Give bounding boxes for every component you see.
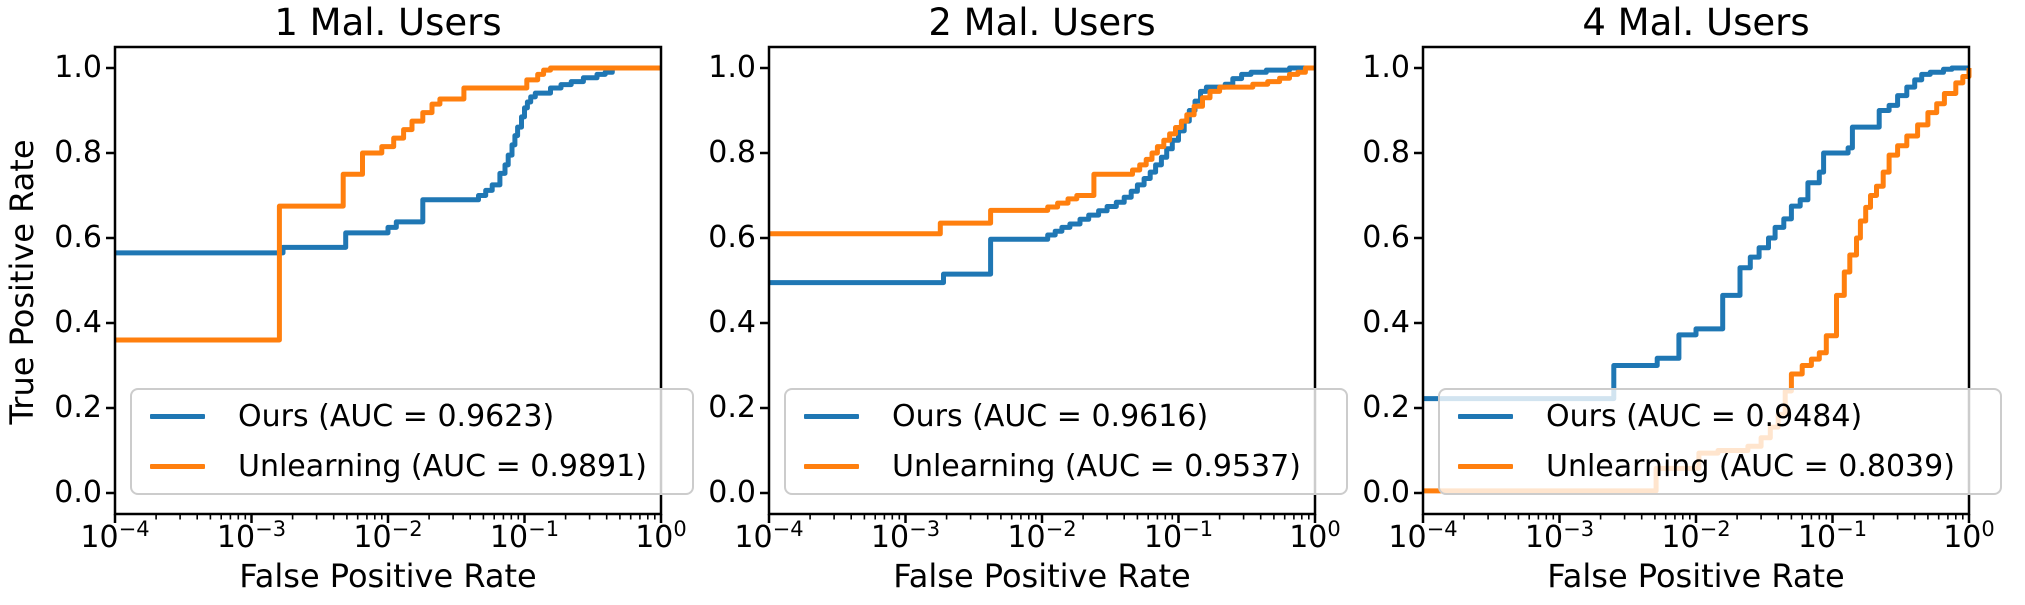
x-tick-label: 10−2	[353, 517, 423, 555]
x-tick-label: 100	[635, 517, 687, 555]
y-tick-label: 1.0	[1362, 50, 1410, 85]
x-tick-label: 10−3	[1524, 517, 1595, 555]
x-tick-label: 10−2	[1007, 517, 1077, 555]
unlearning-line-sample	[1458, 463, 1513, 469]
y-tick-label: 0.6	[54, 220, 102, 255]
legend-item-unlearning: Unlearning (AUC = 0.9891)	[132, 441, 692, 491]
minor-ticks	[155, 514, 656, 520]
y-tick-label: 0.6	[1362, 220, 1410, 255]
minor-ticks	[809, 514, 1310, 520]
y-tick-label: 0.2	[708, 390, 756, 425]
x-tick-label: 100	[1943, 517, 1995, 555]
legend-item-ours: Ours (AUC = 0.9484)	[1440, 391, 2000, 441]
ours-line-sample	[804, 413, 859, 419]
x-tick-label: 10−3	[216, 517, 287, 555]
minor-ticks	[1463, 514, 1964, 520]
roc-curve-unlearning	[115, 65, 661, 343]
x-tick-label: 10−3	[870, 517, 941, 555]
x-tick-label: 10−4	[1388, 517, 1458, 555]
subplot-2-mal-users: 2 Mal. Users False Positive Rate Ours (A…	[708, 0, 1348, 605]
legend-item-unlearning: Unlearning (AUC = 0.8039)	[1440, 441, 2000, 491]
roc-curve-ours	[1423, 65, 1969, 402]
x-tick-label: 10−1	[1143, 517, 1214, 555]
y-tick-label: 0.8	[1362, 135, 1410, 170]
y-tick-label: 0.6	[708, 220, 756, 255]
subplot-title: 2 Mal. Users	[928, 1, 1156, 44]
x-axis-label: False Positive Rate	[239, 557, 537, 595]
subplot-4-mal-users: 4 Mal. Users False Positive Rate Ours (A…	[1362, 0, 2002, 605]
subplot-1-mal-users: 1 Mal. Users True Positive Rate False Po…	[3, 0, 694, 605]
legend: Ours (AUC = 0.9616) Unlearning (AUC = 0.…	[784, 388, 1348, 495]
y-tick-label: 0.0	[1362, 475, 1410, 510]
major-ticks	[760, 66, 1317, 523]
legend-label: Unlearning (AUC = 0.9537)	[892, 448, 1301, 484]
major-ticks	[1414, 66, 1971, 523]
legend-item-ours: Ours (AUC = 0.9623)	[132, 391, 692, 441]
y-tick-label: 0.0	[54, 475, 102, 510]
ours-line-sample	[150, 413, 205, 419]
y-tick-label: 0.8	[54, 135, 102, 170]
y-tick-label: 0.2	[54, 390, 102, 425]
x-tick-label: 10−4	[80, 517, 150, 555]
y-tick-label: 0.4	[708, 305, 756, 340]
legend: Ours (AUC = 0.9623) Unlearning (AUC = 0.…	[130, 388, 694, 495]
x-tick-label: 10−4	[734, 517, 804, 555]
legend-item-ours: Ours (AUC = 0.9616)	[786, 391, 1346, 441]
subplot-title: 4 Mal. Users	[1582, 1, 1810, 44]
roc-curve-unlearning	[769, 65, 1315, 237]
y-tick-label: 1.0	[54, 50, 102, 85]
legend-label: Unlearning (AUC = 0.8039)	[1546, 448, 1955, 484]
subplot-title: 1 Mal. Users	[274, 1, 502, 44]
x-tick-label: 10−1	[1797, 517, 1868, 555]
legend-label: Ours (AUC = 0.9623)	[238, 398, 555, 434]
y-tick-label: 0.4	[1362, 305, 1410, 340]
x-tick-label: 100	[1289, 517, 1341, 555]
unlearning-line-sample	[804, 463, 859, 469]
legend-item-unlearning: Unlearning (AUC = 0.9537)	[786, 441, 1346, 491]
x-axis-label: False Positive Rate	[1547, 557, 1845, 595]
y-axis-label: True Positive Rate	[3, 139, 41, 425]
legend-label: Unlearning (AUC = 0.9891)	[238, 448, 647, 484]
legend: Ours (AUC = 0.9484) Unlearning (AUC = 0.…	[1438, 388, 2002, 495]
y-tick-label: 1.0	[708, 50, 756, 85]
ours-line-sample	[1458, 413, 1513, 419]
legend-label: Ours (AUC = 0.9484)	[1546, 398, 1863, 434]
x-axis-label: False Positive Rate	[893, 557, 1191, 595]
roc-curve-ours	[769, 65, 1315, 286]
y-tick-label: 0.8	[708, 135, 756, 170]
y-tick-label: 0.4	[54, 305, 102, 340]
legend-label: Ours (AUC = 0.9616)	[892, 398, 1209, 434]
x-tick-label: 10−2	[1661, 517, 1731, 555]
roc-curve-ours	[115, 65, 661, 256]
unlearning-line-sample	[150, 463, 205, 469]
y-tick-label: 0.0	[708, 475, 756, 510]
x-tick-label: 10−1	[489, 517, 560, 555]
major-ticks	[106, 66, 663, 523]
y-tick-label: 0.2	[1362, 390, 1410, 425]
